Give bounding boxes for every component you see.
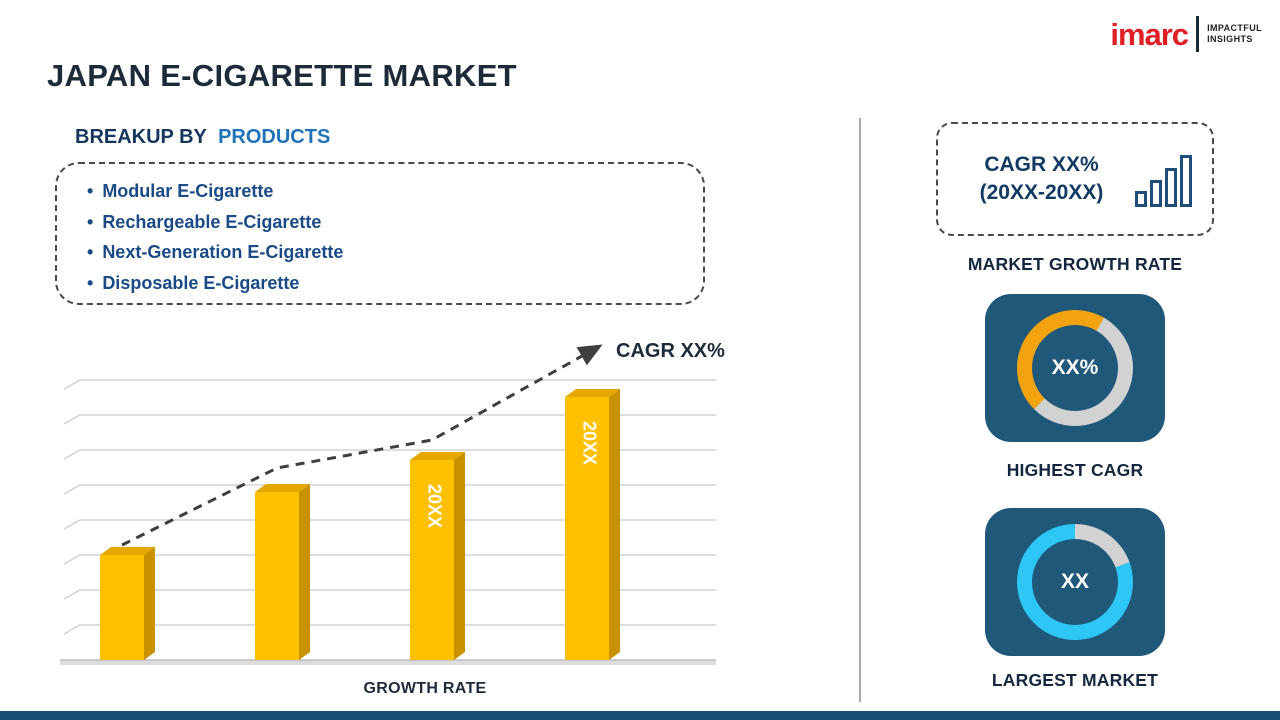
bar [100,555,144,660]
breakup-heading-highlight: PRODUCTS [218,126,331,148]
logo-wordmark: imarc [1110,16,1189,52]
bar-chart-canvas: 20XX 20XX [60,330,720,680]
bar-label: 20XX [424,484,444,528]
bullet-icon: • [87,272,94,293]
bullet-icon: • [87,242,94,262]
bar-side-face [299,484,310,660]
logo-tagline: IMPACTFUL INSIGHTS [1207,23,1262,45]
product-label: Rechargeable E-Cigarette [102,211,322,232]
cagr-box: CAGR XX% (20XX-20XX) [936,122,1214,236]
footer-bar [0,711,1280,720]
largest-market-label: LARGEST MARKET [991,670,1159,690]
gridline [63,379,716,390]
growth-rate-chart: 20XX 20XX CAGR XX% GROWTH RATE [60,330,725,698]
bar-top-face [565,389,620,397]
market-growth-rate-label: MARKET GROWTH RATE [967,254,1183,274]
imarc-logo: imarc IMPACTFUL INSIGHTS [1110,16,1262,52]
bar [565,397,609,660]
list-item: • Modular E-Cigarette [87,176,703,207]
gridline [63,519,716,530]
gridline [63,449,716,460]
bar-side-face [454,452,465,660]
bar-top-face [100,547,155,555]
vertical-divider [859,118,861,702]
bar-chart-svg: 20XX 20XX [60,344,716,665]
list-item: • Rechargeable E-Cigarette [87,207,703,238]
largest-market-card: XX [985,508,1165,656]
donut-hole [1032,539,1118,625]
cagr-box-text: CAGR XX% (20XX-20XX) [958,151,1125,207]
largest-market-donut: XX [1017,524,1133,640]
breakup-heading: BREAKUP BY PRODUCTS [75,126,330,149]
page-title: JAPAN E-CIGARETTE MARKET [47,58,517,93]
gridline [63,554,716,565]
bar [410,460,454,660]
cagr-box-line2: (20XX-20XX) [979,181,1104,204]
gridline [63,624,716,635]
bar-chart-icon-bar [1180,155,1192,207]
highest-cagr-value: XX% [1051,356,1099,379]
product-label: Next-Generation E-Cigarette [102,242,344,262]
cagr-box-line1: CAGR XX% [984,153,1099,176]
bullet-icon: • [87,181,94,201]
logo-tagline-line1: IMPACTFUL [1207,23,1262,33]
products-list: • Modular E-Cigarette • Rechargeable E-Cig… [55,162,705,305]
gridline [63,589,716,600]
breakup-heading-prefix: BREAKUP BY [75,126,207,148]
bar-chart-icon-bar [1135,191,1147,207]
chart-floor [60,660,716,665]
product-label: Disposable E-Cigarette [102,272,300,293]
bar-top-face [410,452,465,460]
trend-arrow-line [121,344,603,547]
bar-label: 20XX [579,421,599,465]
largest-market-value: XX [1060,570,1089,593]
highest-cagr-donut: XX% [1017,310,1133,426]
highest-cagr-label: HIGHEST CAGR [1006,460,1144,480]
logo-tagline-line2: INSIGHTS [1207,34,1253,44]
list-item: • Next-Generation E-Cigarette [87,237,703,268]
highest-cagr-card: XX% [985,294,1165,442]
product-label: Modular E-Cigarette [102,181,274,201]
gridline [63,414,716,425]
bar-chart-icon-bar [1165,168,1177,207]
gridline [63,484,716,495]
bar-side-face [609,389,620,660]
bar-chart-icon [1135,151,1192,207]
bar-chart-icon-bar [1150,180,1162,207]
bullet-icon: • [87,211,94,232]
bar-side-face [144,547,155,660]
donut-hole [1032,325,1118,411]
list-item: • Disposable E-Cigarette [87,268,703,299]
bar [255,492,299,660]
logo-divider [1196,16,1200,52]
bar-top-face [255,484,310,492]
cagr-trend-label: CAGR XX% [616,340,725,362]
x-axis-label: GROWTH RATE [363,680,487,697]
